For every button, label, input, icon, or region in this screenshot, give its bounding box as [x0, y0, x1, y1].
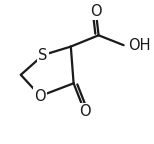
- Text: O: O: [79, 104, 91, 119]
- Text: OH: OH: [128, 38, 151, 53]
- Text: O: O: [34, 89, 46, 104]
- Text: S: S: [38, 48, 48, 62]
- Text: O: O: [90, 4, 102, 19]
